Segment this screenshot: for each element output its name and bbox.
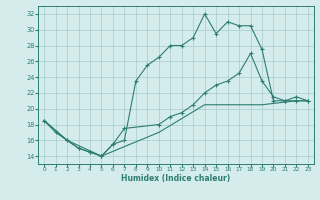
X-axis label: Humidex (Indice chaleur): Humidex (Indice chaleur) (121, 174, 231, 183)
